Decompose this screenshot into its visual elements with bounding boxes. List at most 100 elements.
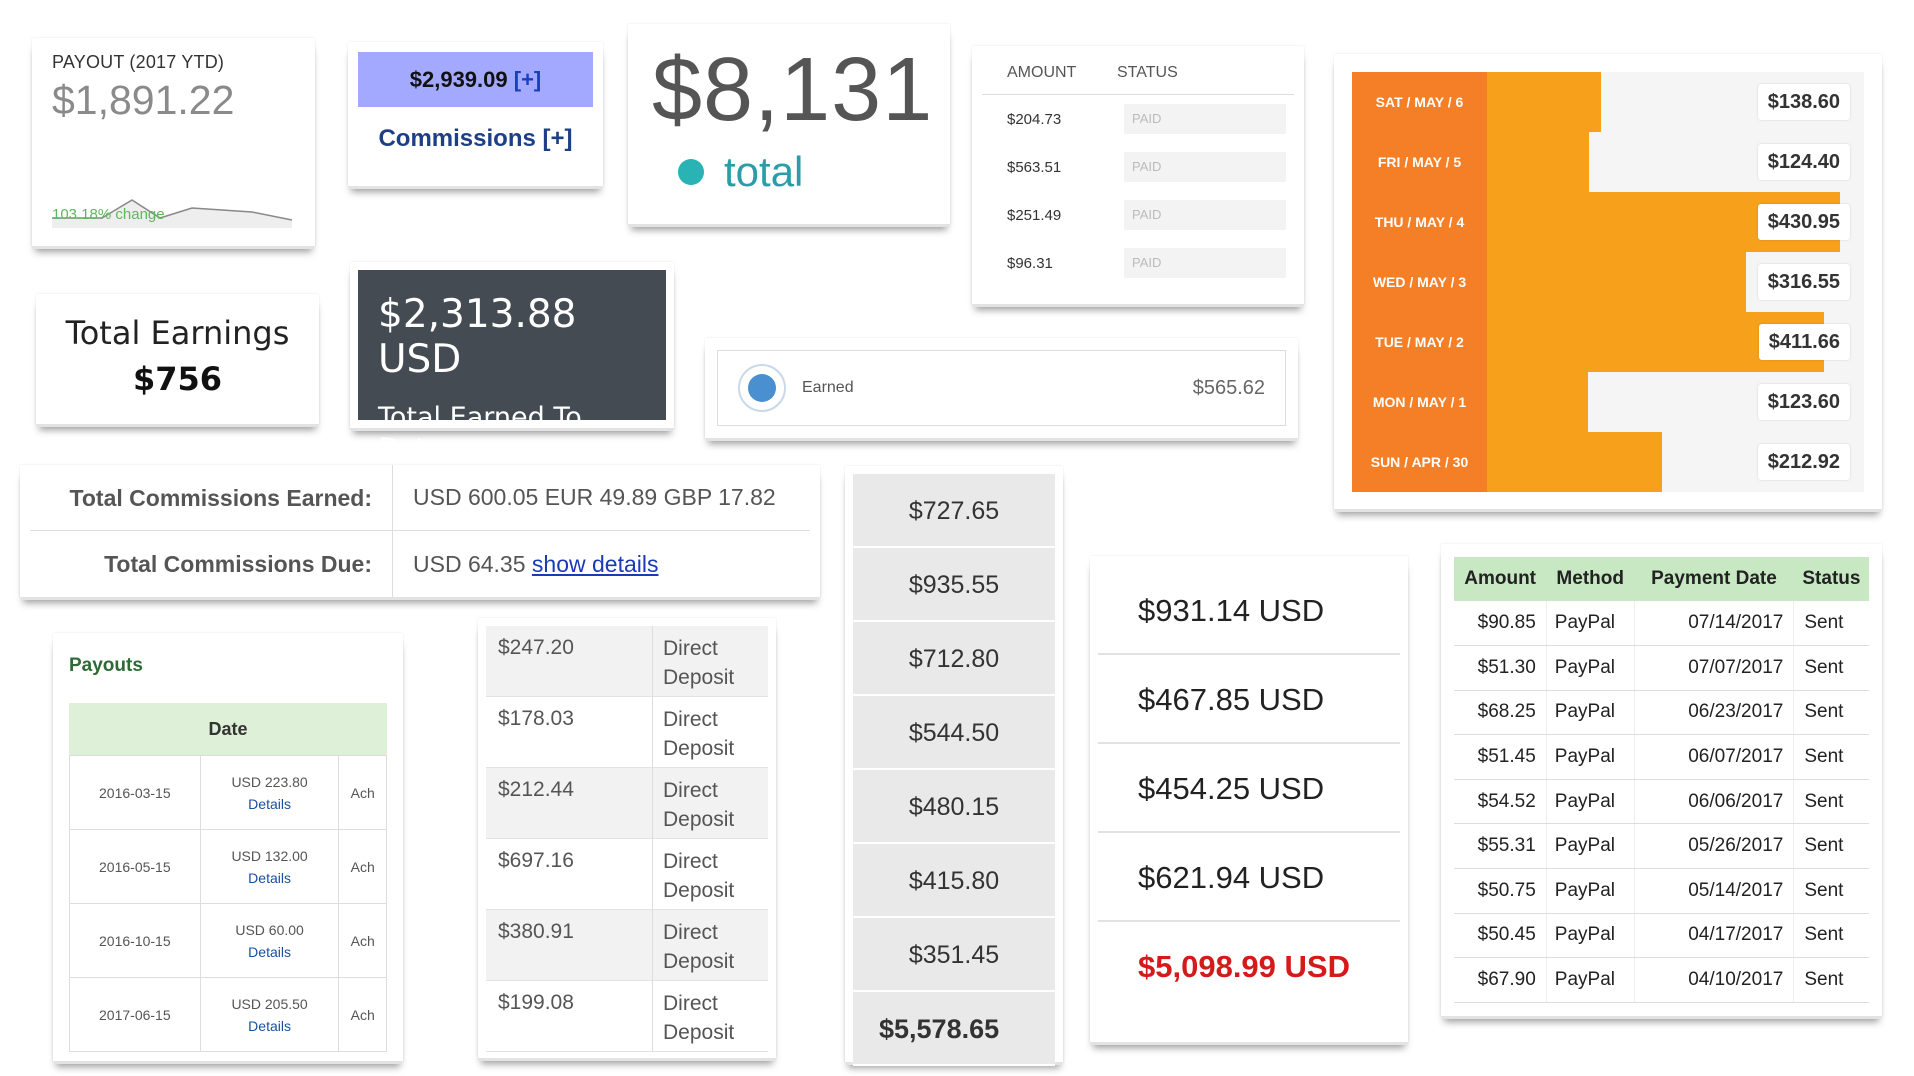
payout-amount: $1,891.22 — [52, 77, 235, 123]
deposit-method: Direct Deposit — [653, 626, 744, 696]
payment-status: Sent — [1793, 823, 1869, 870]
payout-amount-cell: USD 60.00 Details — [199, 903, 340, 978]
details-link[interactable]: Details — [248, 795, 291, 812]
table-row: $380.91 Direct Deposit — [486, 910, 768, 981]
payout-date: 2016-05-15 — [69, 829, 201, 904]
bar-value: $411.66 — [1758, 324, 1850, 360]
payment-amount: $68.25 — [1454, 690, 1547, 736]
payout-change: 103.18% change — [52, 206, 165, 223]
bar-value: $316.55 — [1757, 264, 1850, 300]
method-line: Direct — [663, 850, 718, 873]
bar-row: TUE / MAY / 2 $411.66 — [1352, 312, 1864, 372]
stacked-values-card: $727.65 $935.55 $712.80 $544.50 $480.15 … — [845, 466, 1063, 1066]
show-details-link[interactable]: show details — [531, 550, 659, 577]
status-header: Status — [1793, 557, 1869, 601]
coins-icon — [738, 364, 786, 412]
payment-date-header: Payment Date — [1634, 557, 1794, 601]
payouts-card: Payouts Date 2016-03-15 USD 223.80 Detail… — [53, 633, 403, 1061]
method-line: Deposit — [663, 666, 735, 689]
deposit-method: Direct Deposit — [653, 910, 744, 980]
bars-container: SAT / MAY / 6 $138.60 FRI / MAY / 5 $124.40… — [1352, 72, 1864, 492]
payment-date: 05/26/2017 — [1634, 823, 1795, 870]
bar-track: $411.66 — [1487, 312, 1864, 372]
bar-row: THU / MAY / 4 $430.95 — [1352, 192, 1864, 252]
day-label: SUN / APR / 30 — [1352, 432, 1487, 492]
usd-row: $467.85 USD — [1098, 655, 1400, 744]
bar-row: MON / MAY / 1 $123.60 — [1352, 372, 1864, 432]
commissions-link[interactable]: Commissions [+] — [378, 125, 573, 152]
total-card: $8,131 total — [628, 24, 950, 224]
bar-value: $138.60 — [1757, 84, 1850, 120]
payout-method: Ach — [338, 829, 387, 904]
details-link[interactable]: Details — [248, 869, 291, 886]
day-label: TUE / MAY / 2 — [1352, 312, 1487, 372]
payment-date: 06/06/2017 — [1634, 779, 1795, 825]
status-badge: PAID — [1124, 152, 1286, 182]
table-row: Total Commissions Earned: USD 600.05 EUR… — [30, 465, 810, 531]
value-row: $727.65 — [853, 474, 1055, 548]
table-row: $55.31 PayPal 05/26/2017 Sent — [1454, 823, 1869, 870]
method-line: Deposit — [663, 879, 735, 902]
payouts-title: Payouts — [69, 655, 143, 676]
earned-to-date-label: Total Earned To Date — [378, 402, 582, 464]
total-amount: $8,131 — [652, 40, 934, 140]
payout-label: PAYOUT (2017 YTD) — [52, 52, 225, 72]
deposit-amount: $178.03 — [486, 697, 653, 767]
bar-row: SAT / MAY / 6 $138.60 — [1352, 72, 1864, 132]
payment-date: 04/17/2017 — [1634, 913, 1795, 959]
direct-deposits-card: $247.20 Direct Deposit $178.03 Direct Deposi… — [478, 618, 776, 1058]
commissions-amount: $2,939.09 — [409, 67, 508, 92]
usd-row: $454.25 USD — [1098, 744, 1400, 833]
method-line: Direct — [663, 921, 718, 944]
payout-date: 2016-03-15 — [69, 755, 201, 830]
payment-method: PayPal — [1546, 690, 1635, 736]
payment-method: PayPal — [1546, 779, 1635, 825]
table-row: Total Commissions Due: USD 64.35 show de… — [30, 531, 810, 597]
commissions-amount-box[interactable]: $2,939.09 [+] — [358, 52, 593, 107]
payments-table: Amount Method Payment Date Status $90.85… — [1454, 557, 1869, 1003]
payment-date: 07/14/2017 — [1634, 601, 1795, 647]
payment-method: PayPal — [1546, 734, 1635, 780]
table-row: $90.85 PayPal 07/14/2017 Sent — [1454, 601, 1869, 647]
method-header: Method — [1546, 557, 1635, 601]
commission-totals-card: Total Commissions Earned: USD 600.05 EUR… — [20, 465, 820, 597]
table-row: 2016-05-15 USD 132.00 Details Ach — [69, 829, 387, 904]
bar-fill — [1487, 372, 1589, 432]
payout-amount-cell: USD 223.80 Details — [199, 755, 340, 830]
method-line: Deposit — [663, 737, 735, 760]
status-badge: PAID — [1124, 104, 1286, 134]
deposit-amount: $247.20 — [486, 626, 653, 696]
total-earnings-card: Total Earnings $756 — [36, 294, 319, 424]
payment-date: 05/14/2017 — [1634, 868, 1795, 914]
amount-header: AMOUNT — [1007, 64, 1077, 81]
method-line: Direct — [663, 992, 718, 1015]
method-line: Direct — [663, 708, 718, 731]
table-row: $68.25 PayPal 06/23/2017 Sent — [1454, 690, 1869, 736]
details-link[interactable]: Details — [248, 1017, 291, 1034]
deposit-amount: $199.08 — [486, 981, 653, 1051]
payments-body: $90.85 PayPal 07/14/2017 Sent $51.30 PayPal 07… — [1454, 601, 1869, 1003]
table-row: $67.90 PayPal 04/10/2017 Sent — [1454, 957, 1869, 1003]
payout-date: 2017-06-15 — [69, 977, 201, 1052]
payment-amount: $51.30 — [1454, 645, 1547, 691]
due-label: Total Commissions Due: — [30, 531, 393, 597]
table-row: $51.30 PayPal 07/07/2017 Sent — [1454, 645, 1869, 691]
payment-amount: $51.45 — [1454, 734, 1547, 780]
table-row: $51.45 PayPal 06/07/2017 Sent — [1454, 734, 1869, 780]
commissions-expand[interactable]: [+] — [513, 67, 542, 92]
payments-table-card: Amount Method Payment Date Status $90.85… — [1441, 544, 1882, 1016]
details-link[interactable]: Details — [248, 943, 291, 960]
payout-method: Ach — [338, 903, 387, 978]
table-row: 2016-10-15 USD 60.00 Details Ach — [69, 903, 387, 978]
payout-ytd-card: PAYOUT (2017 YTD) $1,891.22 103.18% chan… — [32, 38, 315, 246]
payout-amount-cell: USD 205.50 Details — [199, 977, 340, 1052]
payment-status: Sent — [1793, 645, 1869, 691]
payment-status: Sent — [1793, 690, 1869, 736]
table-row: $697.16 Direct Deposit — [486, 839, 768, 910]
table-row: $96.31 PAID — [982, 239, 1294, 287]
payment-method: PayPal — [1546, 601, 1635, 647]
bar-track: $138.60 — [1487, 72, 1864, 132]
earned-to-date-amount: $2,313.88 USD — [378, 292, 577, 382]
bar-fill — [1487, 132, 1589, 192]
deposit-method: Direct Deposit — [653, 697, 744, 767]
